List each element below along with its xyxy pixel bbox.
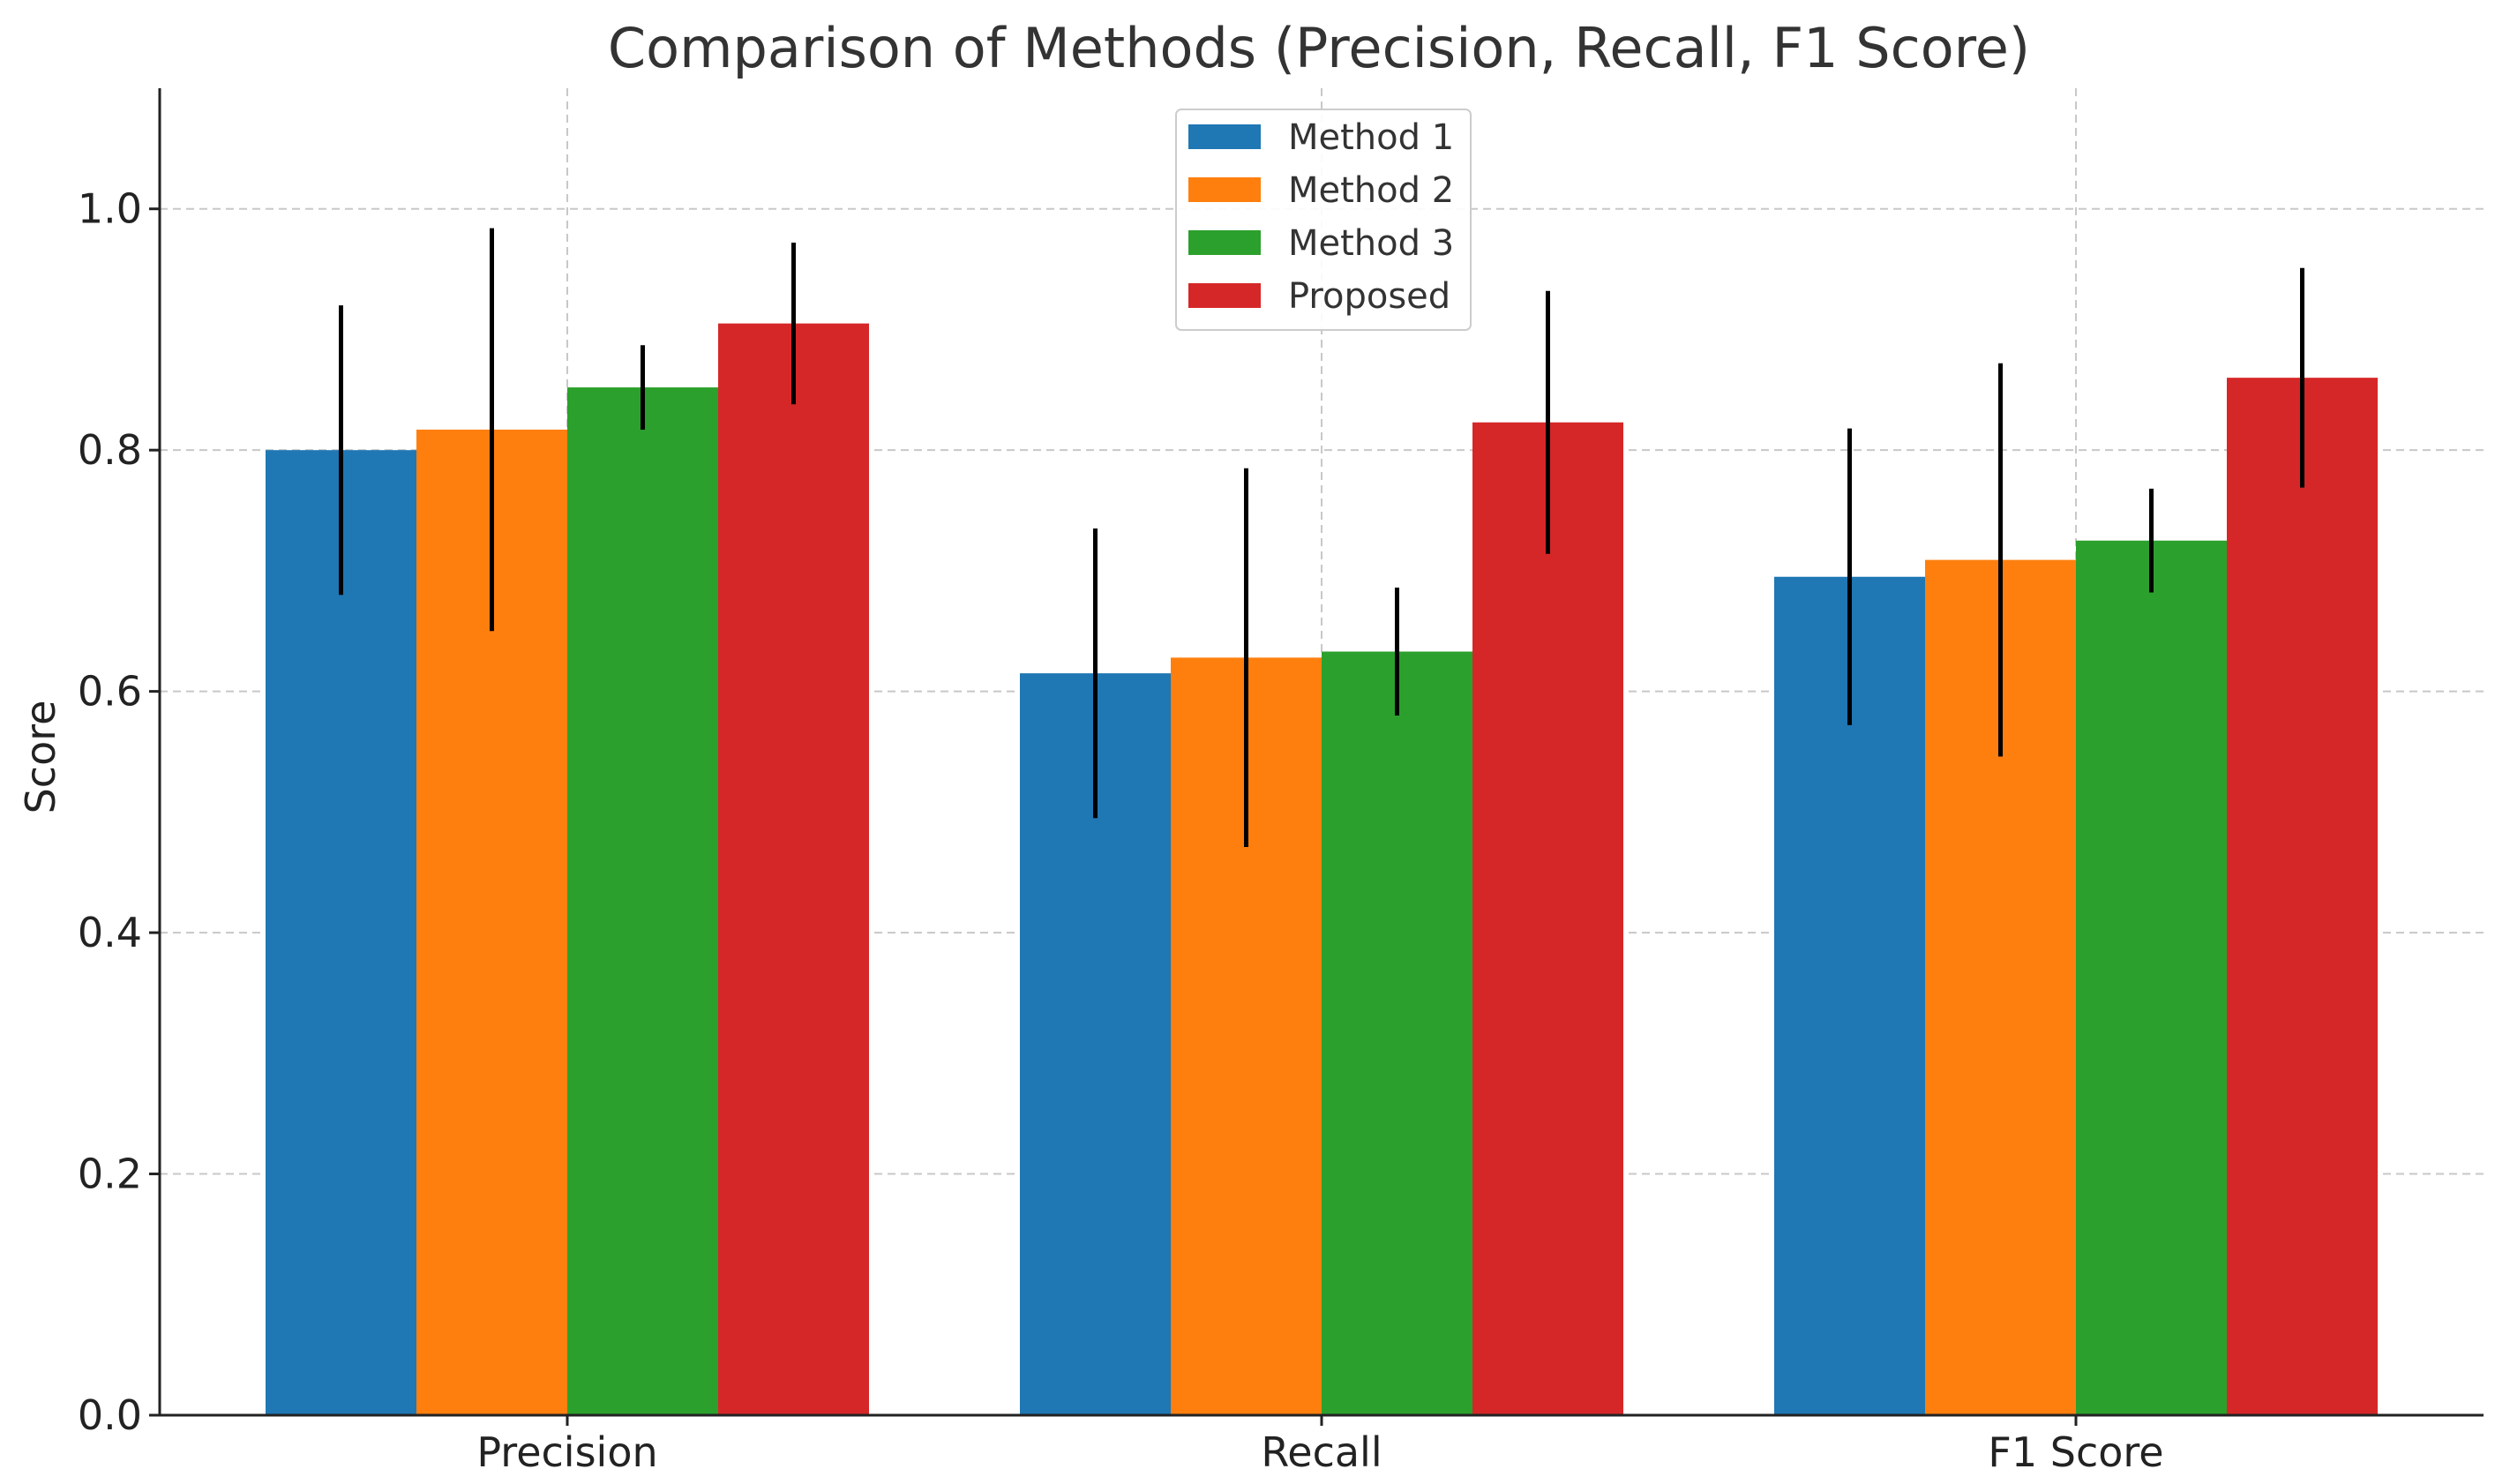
legend: Method 1 Method 2 Method 3 Proposed (1175, 109, 1472, 331)
bars (266, 323, 2378, 1416)
legend-swatch-2 (1188, 177, 1261, 202)
legend-label: Method 1 (1288, 117, 1454, 158)
legend-swatch-3 (1188, 230, 1261, 255)
error-bars (339, 228, 2304, 848)
y-tick-label: 0.2 (78, 1150, 142, 1198)
x-tick-labels: Precision Recall F1 Score (476, 1415, 2164, 1476)
legend-label: Method 2 (1288, 170, 1454, 211)
y-tick-labels: 0.0 0.2 0.4 0.6 0.8 1.0 (78, 185, 160, 1439)
y-tick-label: 1.0 (78, 185, 142, 233)
y-axis-label: Score (17, 701, 64, 814)
legend-swatch-1 (1188, 124, 1261, 149)
y-tick-label: 0.6 (78, 668, 142, 716)
chart-title: Comparison of Methods (Precision, Recall… (608, 16, 2030, 80)
bar-proposed-precision (718, 323, 869, 1416)
y-tick-label: 0.4 (78, 909, 142, 956)
legend-items: Method 1 Method 2 Method 3 Proposed (1188, 117, 1454, 317)
x-tick-label: Recall (1261, 1428, 1382, 1476)
legend-label: Proposed (1288, 276, 1450, 317)
bar-method-3-f1-score (2076, 540, 2227, 1415)
x-tick-label: Precision (476, 1428, 657, 1476)
legend-frame (1175, 109, 1472, 331)
x-tick-label: F1 Score (1988, 1428, 2163, 1476)
y-tick-label: 0.0 (78, 1391, 142, 1439)
bar-method-3-precision (567, 387, 718, 1416)
legend-swatch-4 (1188, 283, 1261, 308)
bar-method-1-precision (266, 450, 416, 1415)
y-tick-label: 0.8 (78, 426, 142, 474)
bar-proposed-f1-score (2227, 378, 2378, 1415)
bar-proposed-recall (1472, 422, 1623, 1415)
bar-method-3-recall (1322, 651, 1472, 1415)
legend-label: Method 3 (1288, 223, 1454, 264)
